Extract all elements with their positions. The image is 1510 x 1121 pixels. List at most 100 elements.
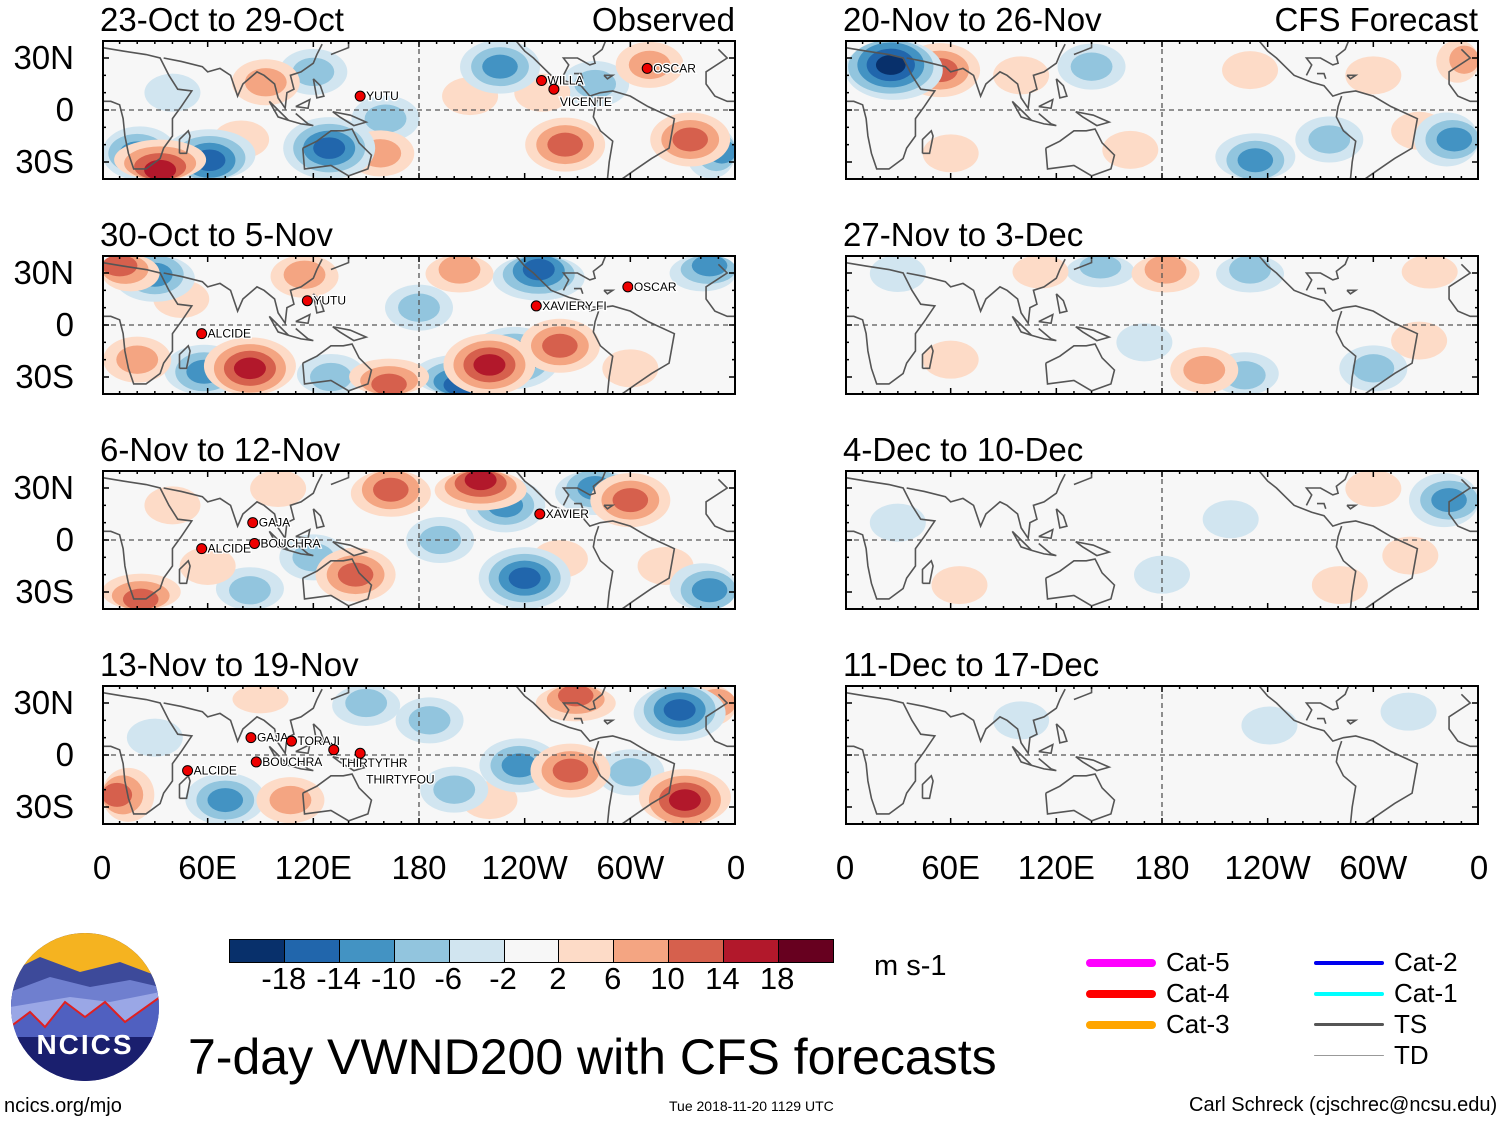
coastline — [1075, 755, 1112, 772]
anomaly-contour — [691, 578, 728, 603]
anomaly-contour — [1222, 51, 1279, 90]
anomaly-contour — [398, 293, 440, 322]
anomaly-contour — [922, 134, 979, 173]
coastline — [906, 688, 1066, 756]
anomaly-contour — [1241, 706, 1298, 745]
colorbar-tick-label: -6 — [434, 961, 463, 996]
coastline — [288, 542, 314, 557]
anomaly-contour — [875, 54, 906, 75]
anomaly-contour — [1237, 148, 1274, 173]
logo-text: NCICS — [36, 1029, 133, 1060]
coastline — [102, 46, 194, 170]
colorbar-swatch — [558, 940, 614, 962]
coastline — [301, 343, 373, 392]
legend-item: Cat-4 — [1086, 978, 1230, 1009]
coastline — [1316, 502, 1327, 510]
colorbar-swatch — [503, 940, 559, 962]
coastline — [1073, 255, 1093, 271]
panel-title: 11-Dec to 17-Dec — [843, 646, 1100, 683]
panel-title: 23-Oct to 29-Oct — [100, 1, 344, 38]
coastline — [603, 289, 616, 295]
footer-credit: Carl Schreck (cjschrec@ncsu.edu) — [1189, 1094, 1498, 1116]
storm-label: BOUCHRA — [262, 755, 322, 769]
anomaly-contour — [438, 255, 481, 284]
track-line-icon — [1086, 958, 1156, 967]
storm-label: YUTU — [313, 294, 346, 308]
coastline — [288, 327, 314, 342]
colorbar-tick-label: -2 — [489, 961, 517, 996]
coastline — [330, 40, 350, 56]
panel-title: 13-Nov to 19-Nov — [100, 646, 359, 683]
anomaly-contour — [1102, 130, 1159, 169]
storm-marker — [301, 295, 313, 307]
coastline — [312, 723, 325, 744]
lon-tick-label: 180 — [391, 849, 447, 886]
legend-label: Cat-5 — [1166, 947, 1230, 977]
storm-marker — [354, 90, 366, 102]
anomaly-contour — [179, 547, 236, 585]
coastline — [163, 258, 323, 326]
coastline — [921, 774, 934, 800]
storm-label: YUTU — [366, 89, 399, 103]
storm-marker — [245, 732, 257, 744]
lon-tick-label: 120E — [1017, 849, 1095, 886]
map-panel — [845, 40, 1479, 180]
lon-tick-label: 120W — [481, 849, 568, 886]
panel-title: 6-Nov to 12-Nov — [100, 431, 341, 468]
legend-label: Cat-2 — [1394, 947, 1458, 977]
coastline — [561, 470, 607, 506]
coastline — [1304, 255, 1350, 291]
lon-tick-label: 0 — [835, 849, 855, 886]
storm-label: VICENTE — [560, 95, 612, 109]
lat-tick-label: 0 — [55, 521, 74, 558]
coastline — [515, 40, 676, 180]
colorbar-swatch — [230, 940, 284, 962]
coastline — [845, 46, 937, 170]
coastline — [1031, 757, 1057, 772]
coastline — [1011, 315, 1033, 337]
coastline — [1258, 255, 1419, 395]
coastline — [921, 344, 934, 370]
panel-title: 20-Nov to 26-Nov — [843, 1, 1102, 38]
anomaly-contour — [1345, 470, 1402, 507]
colorbar — [229, 939, 834, 963]
coastline — [1073, 470, 1093, 486]
colorbar-swatch — [393, 940, 449, 962]
footer-timestamp: Tue 2018-11-20 1129 UTC — [669, 1098, 834, 1114]
coastline — [312, 78, 325, 99]
anomaly-contour — [1391, 321, 1448, 360]
coastline — [102, 691, 194, 815]
legend-item: Cat-2 — [1314, 947, 1458, 978]
storm-label: ALCIDE — [194, 764, 237, 778]
lon-tick-label: 60E — [178, 849, 238, 886]
lon-tick-label: 60W — [596, 849, 665, 886]
coastline — [573, 717, 584, 725]
anomaly-contour — [1134, 555, 1190, 594]
anomaly-contour — [408, 706, 451, 735]
coastline — [845, 261, 937, 385]
coastline — [845, 691, 937, 815]
anomaly-contour — [1308, 125, 1351, 154]
coastline — [288, 112, 314, 127]
lon-tick-label: 180 — [1134, 849, 1190, 886]
coastline — [921, 129, 934, 155]
coastline — [1044, 128, 1116, 177]
column-header: Observed — [591, 1, 735, 38]
coastline — [178, 774, 191, 800]
coastline — [603, 719, 616, 725]
lon-tick-label: 0 — [92, 849, 112, 886]
colorbar-tick-label: 10 — [650, 961, 685, 996]
storm-marker — [182, 765, 194, 777]
anomaly-contour — [1436, 127, 1473, 152]
coastline — [1031, 327, 1057, 342]
colorbar-swatch — [613, 940, 669, 962]
storm-label: OSCAR — [653, 61, 696, 75]
coastline — [1031, 112, 1057, 127]
ncics-logo: NCICS — [10, 932, 160, 1082]
units-label: m s-1 — [874, 950, 947, 982]
footer-url[interactable]: ncics.org/mjo — [4, 1095, 122, 1117]
coastline — [1258, 685, 1419, 825]
coastline — [1073, 685, 1093, 701]
anomaly-contour — [1380, 692, 1437, 731]
legend-label: Cat-4 — [1166, 978, 1230, 1008]
